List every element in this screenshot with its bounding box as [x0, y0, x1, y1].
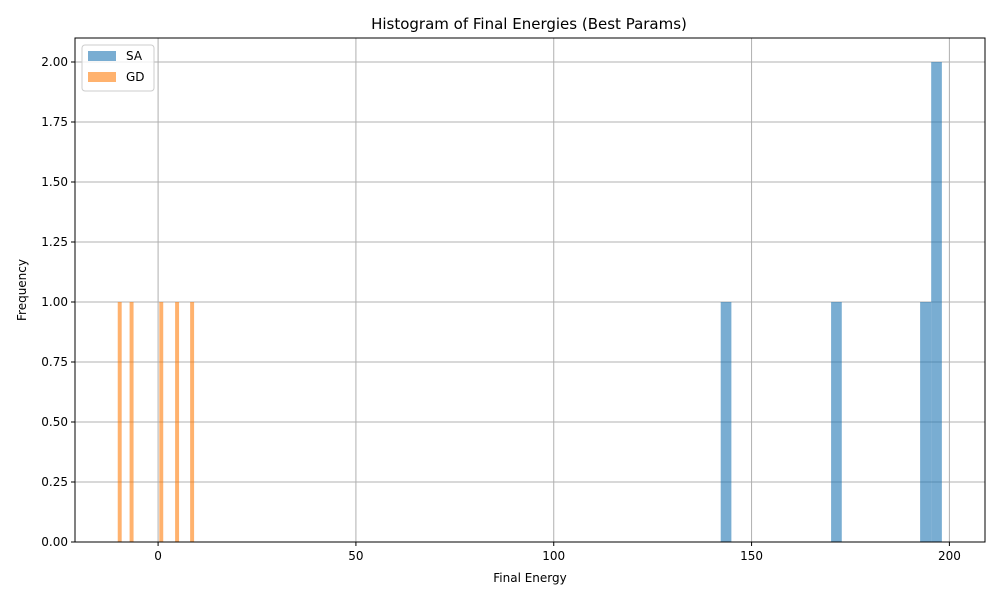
histogram-bar-gd: [159, 302, 164, 542]
x-axis-label: Final Energy: [493, 571, 566, 585]
y-tick-label: 0.25: [41, 475, 68, 489]
legend-label-gd: GD: [126, 70, 145, 84]
y-tick-label: 0.75: [41, 355, 68, 369]
y-axis-ticks: 0.00 0.25 0.50 0.75 1.00 1.25 1.50 1.75 2.00: [41, 55, 75, 549]
histogram-bar-gd: [175, 302, 180, 542]
histogram-bar-sa: [831, 302, 842, 542]
y-tick-label: 1.50: [41, 175, 68, 189]
histogram-bar-gd: [190, 302, 195, 542]
grid-lines: [75, 38, 985, 543]
legend-swatch-sa: [88, 51, 116, 61]
x-tick-label: 150: [740, 549, 763, 563]
histogram-bar-gd: [129, 302, 134, 542]
x-tick-label: 0: [154, 549, 162, 563]
histogram-bar-sa: [920, 302, 932, 542]
legend-swatch-gd: [88, 72, 116, 82]
plot-frame: [74, 37, 986, 543]
histogram-bar-gd: [117, 302, 122, 542]
x-axis-ticks: 0 50 100 150 200: [154, 542, 961, 563]
x-tick-label: 100: [542, 549, 565, 563]
y-tick-label: 0.00: [41, 535, 68, 549]
y-tick-label: 1.25: [41, 235, 68, 249]
y-tick-label: 2.00: [41, 55, 68, 69]
chart-title: Histogram of Final Energies (Best Params…: [371, 15, 687, 33]
legend-label-sa: SA: [126, 49, 143, 63]
y-tick-label: 1.75: [41, 115, 68, 129]
x-tick-label: 200: [938, 549, 961, 563]
histogram-bar-sa: [931, 62, 942, 542]
histogram-bar-sa: [720, 302, 732, 542]
y-tick-label: 1.00: [41, 295, 68, 309]
legend: SA GD: [81, 44, 155, 92]
x-tick-label: 50: [348, 549, 363, 563]
y-axis-label: Frequency: [15, 259, 29, 321]
y-tick-label: 0.50: [41, 415, 68, 429]
histogram-bars: [117, 62, 942, 542]
